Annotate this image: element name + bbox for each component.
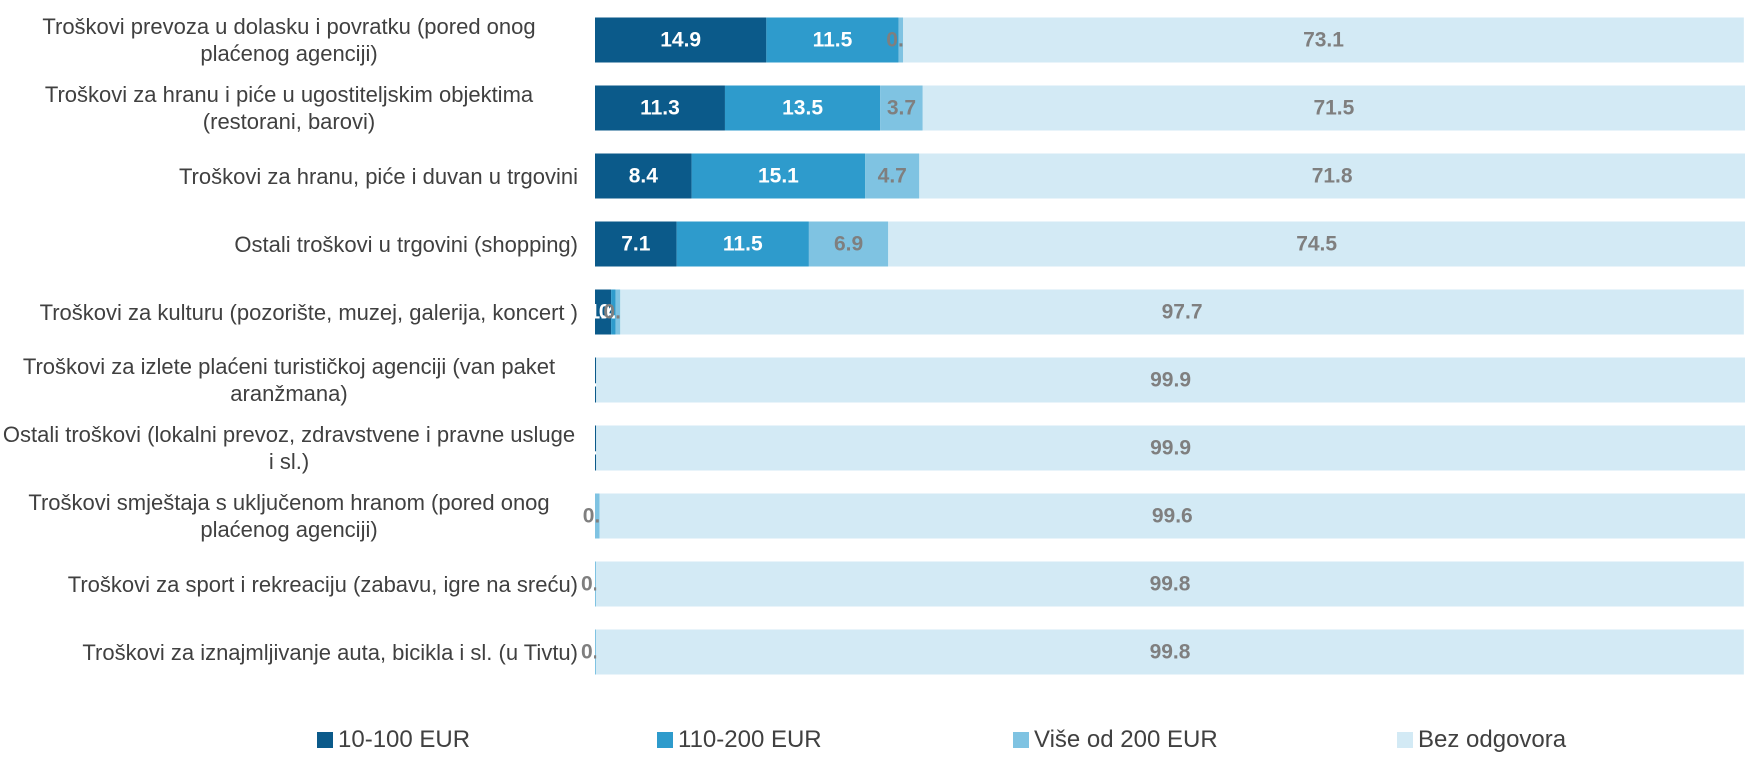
legend-swatch [657,732,673,748]
value-label: 97.7 [1162,301,1203,324]
bar-segment [865,153,920,199]
bar-segment [880,85,923,131]
bar-segment [724,85,881,131]
bar-segment [691,153,866,199]
bar-segment [595,357,597,403]
category-text: Troškovi za hranu i piće u ugostiteljski… [44,82,534,134]
value-label: 71.8 [1312,165,1353,188]
category-text: Troškovi za hranu, piće i duvan u trgovi… [178,163,578,189]
legend-item: 110-200 EUR [657,726,822,754]
value-label: 1.4 [588,301,618,324]
legend-swatch [1013,732,1029,748]
category-label: Troškovi za izlete plaćeni turističkoj a… [0,350,578,410]
bar-segment [595,629,597,675]
value-label: 13.5 [782,97,823,120]
value-label: 73.1 [1303,29,1344,52]
value-label: 4.7 [878,165,907,188]
value-label: 15.1 [758,165,799,188]
value-label: 11.5 [813,29,853,52]
bar-segment [595,425,597,471]
category-label: Troškovi za hranu i piće u ugostiteljski… [0,78,578,138]
legend-swatch [317,732,333,748]
bar-segment [596,425,1745,471]
bar-segment [595,289,612,335]
value-label: 11.5 [723,233,763,256]
category-text: Ostali troškovi (lokalni prevoz, zdravst… [2,422,576,474]
category-label: Troškovi za iznajmljivanje auta, bicikla… [0,622,578,682]
category-label: Troškovi za kulturu (pozorište, muzej, g… [0,282,578,342]
bar-segment [615,289,621,335]
legend-item: Više od 200 EUR [1013,726,1218,754]
value-label: 14.9 [660,29,701,52]
bar-segment [888,221,1745,267]
bar-segment [595,153,692,199]
bar-segment [620,289,1744,335]
value-label: 7.1 [621,233,651,256]
category-label: Troškovi za hranu, piće i duvan u trgovi… [0,146,578,206]
value-label: 99.9 [1150,437,1191,460]
legend-label: Bez odgovora [1418,726,1567,753]
legend-label: 10-100 EUR [338,726,471,753]
bar-segment [596,629,1744,675]
bar-segment [922,85,1745,131]
bar-segment [611,289,616,335]
category-label: Ostali troškovi (lokalni prevoz, zdravst… [0,418,578,478]
bar-segment [595,17,767,63]
value-label: 3.7 [887,97,916,120]
bar-segment [766,17,899,63]
category-text: Troškovi za kulturu (pozorište, muzej, g… [39,299,578,325]
value-label: 74.5 [1296,233,1337,256]
value-label: 99.6 [1152,505,1193,528]
bar-segment [595,85,725,131]
bar-segment [808,221,889,267]
bar-segment [599,493,1745,539]
category-label: Troškovi prevoza u dolasku i povratku (p… [0,10,578,70]
value-label: 8.4 [629,165,659,188]
bar-segment [595,561,597,607]
bar-segment [903,17,1744,63]
bar-segment [596,357,1745,403]
category-text: Troškovi prevoza u dolasku i povratku (p… [42,14,536,66]
legend-label: 110-200 EUR [678,726,822,753]
legend-label: Više od 200 EUR [1034,726,1218,753]
bar-segment [898,17,904,63]
value-label: 99.9 [1150,369,1191,392]
category-text: Troškovi za iznajmljivanje auta, bicikla… [82,639,578,665]
category-label: Troškovi smještaja s uključenom hranom (… [0,486,578,546]
bar-segment [595,493,600,539]
legend-item: Bez odgovora [1397,726,1566,754]
category-label: Ostali troškovi u trgovini (shopping) [0,214,578,274]
value-label: 71.5 [1313,97,1354,120]
value-label: 99.8 [1150,573,1191,596]
category-text: Troškovi smještaja s uključenom hranom (… [28,490,550,542]
value-label: 99.8 [1150,641,1191,664]
bar-segment [919,153,1745,199]
value-label: 11.3 [640,97,680,120]
legend-swatch [1397,732,1413,748]
legend-item: 10-100 EUR [317,726,470,754]
bar-segment [676,221,809,267]
category-text: Ostali troškovi u trgovini (shopping) [234,231,578,257]
value-label: 6.9 [834,233,863,256]
category-text: Troškovi za sport i rekreaciju (zabavu, … [67,571,578,597]
category-label: Troškovi za sport i rekreaciju (zabavu, … [0,554,578,614]
bar-segment [596,561,1744,607]
bar-segment [595,221,677,267]
category-text: Troškovi za izlete plaćeni turističkoj a… [22,354,556,406]
